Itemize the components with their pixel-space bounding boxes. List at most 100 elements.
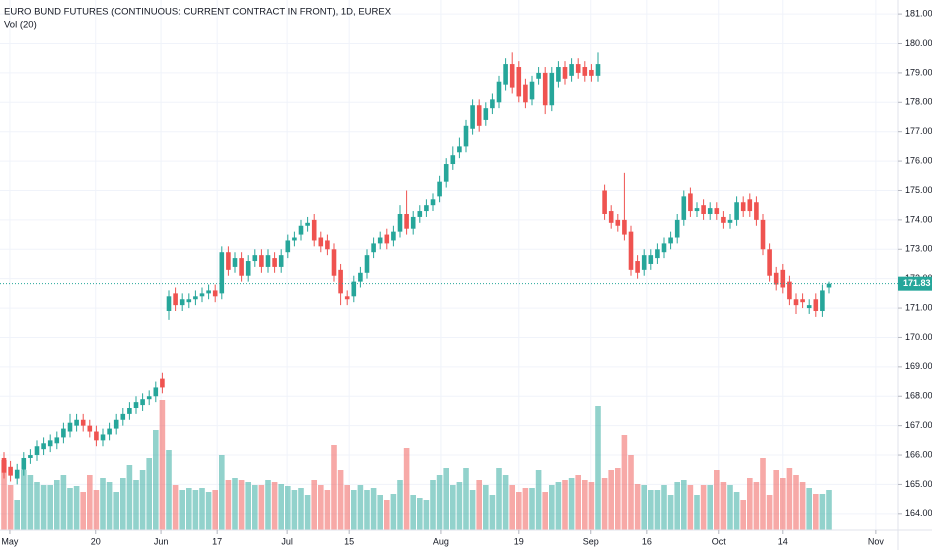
x-tick-label: Jun [154, 536, 169, 546]
volume-bar [377, 495, 383, 530]
candle-body [496, 81, 502, 103]
volume-bar [390, 494, 397, 530]
volume-bar [245, 482, 251, 530]
candle-body [734, 202, 739, 220]
volume-bar [588, 482, 595, 530]
volume-bar [252, 485, 258, 530]
volume-bar [304, 495, 311, 530]
candle-body [61, 428, 66, 438]
volume-bar [351, 490, 357, 530]
volume-bar [133, 480, 139, 530]
volume-bar [186, 488, 192, 530]
volume-bar [621, 435, 628, 530]
candle-body [193, 296, 198, 300]
y-tick-label: 178.00 [905, 97, 932, 107]
volume-bar [364, 490, 370, 530]
volume-bar [819, 494, 826, 530]
candles [1, 52, 832, 485]
candle-body [767, 249, 772, 276]
candle-body [622, 219, 627, 235]
candle-body [212, 290, 218, 297]
candle-body [457, 146, 462, 153]
x-tick-label: Nov [868, 536, 885, 546]
candle-body [628, 231, 634, 270]
candle-body [820, 290, 825, 312]
candle-body [100, 434, 106, 441]
volume-bar [469, 490, 476, 530]
candle-body [443, 164, 449, 182]
candle-body [384, 234, 390, 244]
volume-bar [344, 485, 350, 530]
volume-bar [212, 490, 218, 530]
x-tick-label: Sep [583, 536, 599, 546]
volume-bar [126, 465, 133, 530]
candle-body [707, 208, 713, 214]
y-tick-label: 166.00 [905, 449, 932, 459]
volume-bar [786, 468, 793, 530]
y-tick-label: 173.00 [905, 244, 932, 254]
candle-body [542, 72, 548, 106]
volume-bar [238, 480, 245, 530]
x-tick-label: 16 [642, 536, 652, 546]
candle-body [160, 378, 165, 388]
candle-body [615, 219, 621, 226]
volume-bar [813, 494, 819, 530]
candle-body [773, 272, 779, 285]
volume-bar [549, 485, 555, 530]
candle-body [595, 64, 601, 76]
volume-bar [205, 492, 212, 530]
volume-bar [634, 484, 641, 530]
x-tick-label: May [1, 536, 19, 546]
y-tick-label: 164.00 [905, 508, 932, 518]
volume-bar [384, 500, 390, 530]
candle-body [582, 67, 588, 76]
volume-bar [654, 490, 661, 530]
volume-bar [727, 485, 733, 530]
candle-body [41, 443, 46, 450]
volume-bar [661, 485, 667, 530]
volume-bar [219, 455, 225, 530]
volume-bar [265, 480, 271, 530]
volume-bar [522, 488, 529, 530]
candle-body [648, 255, 654, 264]
volume-bar [106, 482, 113, 530]
volume-bar [232, 478, 238, 530]
volume-bar [436, 475, 443, 530]
volume-bar [648, 490, 654, 530]
candle-body [780, 269, 786, 288]
candle-body [793, 299, 799, 306]
volume-bar [733, 492, 740, 530]
candle-body [146, 396, 152, 400]
candle-body [80, 419, 86, 426]
volume-bar [14, 500, 20, 530]
volume-bar [542, 492, 548, 530]
candle-body [641, 255, 647, 270]
volume-bar [423, 500, 430, 530]
volume-bar [93, 490, 100, 530]
candle-body [318, 237, 324, 247]
volume-bar [146, 458, 152, 530]
y-tick-label: 177.00 [905, 126, 932, 136]
candle-body [278, 255, 284, 267]
volume-bar [509, 485, 515, 530]
candle-body [265, 255, 271, 267]
candle-body [325, 240, 330, 250]
candle-body [153, 387, 159, 397]
candle-body [74, 419, 79, 426]
candle-body [430, 199, 436, 206]
volume-bar [740, 500, 746, 530]
volume-bar [21, 470, 27, 530]
candle-body [470, 105, 475, 129]
x-tick-label: 17 [212, 536, 222, 546]
candle-body [410, 216, 416, 229]
candle-body [661, 243, 667, 253]
volume-bar [87, 475, 93, 530]
volume-bar [370, 488, 377, 530]
volume-bar [120, 478, 126, 530]
candle-body [562, 67, 568, 79]
candle-body [740, 202, 746, 212]
y-tick-label: 175.00 [905, 185, 932, 195]
volume-bar [47, 485, 53, 530]
volume-bar [298, 488, 304, 530]
